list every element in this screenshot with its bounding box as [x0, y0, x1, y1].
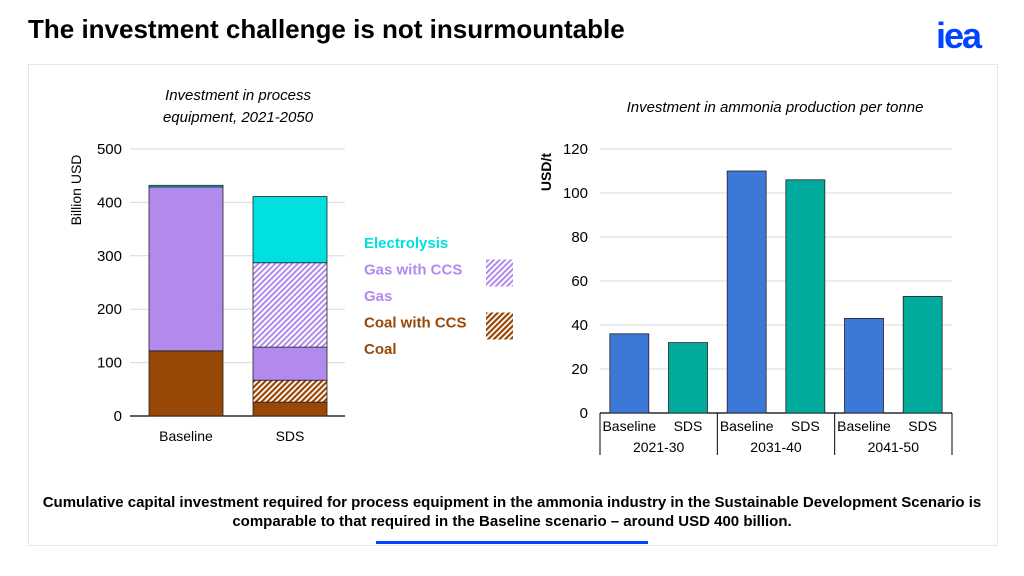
x-tick-label: Baseline [159, 428, 213, 444]
y-tick-label: 20 [571, 361, 588, 378]
x-tick-label: SDS [791, 418, 820, 434]
y-tick-label: 500 [97, 141, 122, 158]
bar-electrolysis [252, 196, 328, 264]
bar-gas [148, 186, 224, 352]
legend-label: Coal with CCS [364, 315, 467, 332]
bar-sds-2041-50 [902, 295, 943, 414]
y-tick-label: 100 [563, 185, 588, 202]
bar-baseline-2021-30 [609, 333, 650, 414]
bar-baseline-2041-50 [844, 317, 884, 414]
x-tick-label: Baseline [720, 418, 774, 434]
x-tick-label: SDS [276, 428, 305, 444]
page-title: The investment challenge is not insurmou… [28, 14, 625, 44]
y-tick-label: 40 [571, 317, 588, 334]
x-tick-label: Baseline [837, 418, 891, 434]
legend-swatch [486, 312, 513, 340]
bar-electrolysis [148, 184, 224, 188]
group-label: 2041-50 [868, 439, 920, 455]
y-tick-label: 0 [114, 408, 122, 425]
y-tick-label: 80 [571, 229, 588, 246]
x-tick-label: SDS [674, 418, 703, 434]
chart-title: equipment, 2021-2050 [163, 109, 314, 126]
x-tick-label: Baseline [602, 418, 656, 434]
chart-panel [28, 64, 998, 546]
bar-gas-with-ccs [252, 262, 328, 348]
bar-gas [252, 346, 328, 381]
iea-logo: iea [936, 15, 982, 56]
y-tick-label: 100 [97, 355, 122, 372]
y-tick-label: 60 [571, 273, 588, 290]
y-tick-label: 200 [97, 301, 122, 318]
legend-label: Electrolysis [364, 235, 448, 252]
y-tick-label: 0 [580, 405, 588, 422]
legend-label: Gas [364, 288, 392, 305]
legend-swatch [486, 259, 513, 287]
chart-title: Investment in ammonia production per ton… [627, 99, 924, 116]
bar-coal [148, 350, 224, 417]
caption: Cumulative capital investment required f… [42, 494, 982, 530]
y-axis-label: USD/t [538, 153, 554, 191]
group-label: 2031-40 [750, 439, 802, 455]
y-axis-label: Billion USD [68, 155, 84, 226]
bar-sds-2021-30 [668, 342, 708, 414]
bar-baseline-2031-40 [726, 170, 767, 414]
y-tick-label: 300 [97, 248, 122, 265]
x-tick-label: SDS [908, 418, 937, 434]
bar-sds-2031-40 [785, 179, 826, 414]
y-tick-label: 120 [563, 141, 588, 158]
legend-label: Coal [364, 341, 397, 358]
legend-label: Gas with CCS [364, 262, 462, 279]
bar-coal [252, 401, 328, 417]
group-label: 2021-30 [633, 439, 685, 455]
chart-title: Investment in process [165, 87, 311, 104]
y-tick-label: 400 [97, 194, 122, 211]
accent-underline [376, 541, 648, 544]
bar-coal-with-ccs [252, 379, 328, 403]
